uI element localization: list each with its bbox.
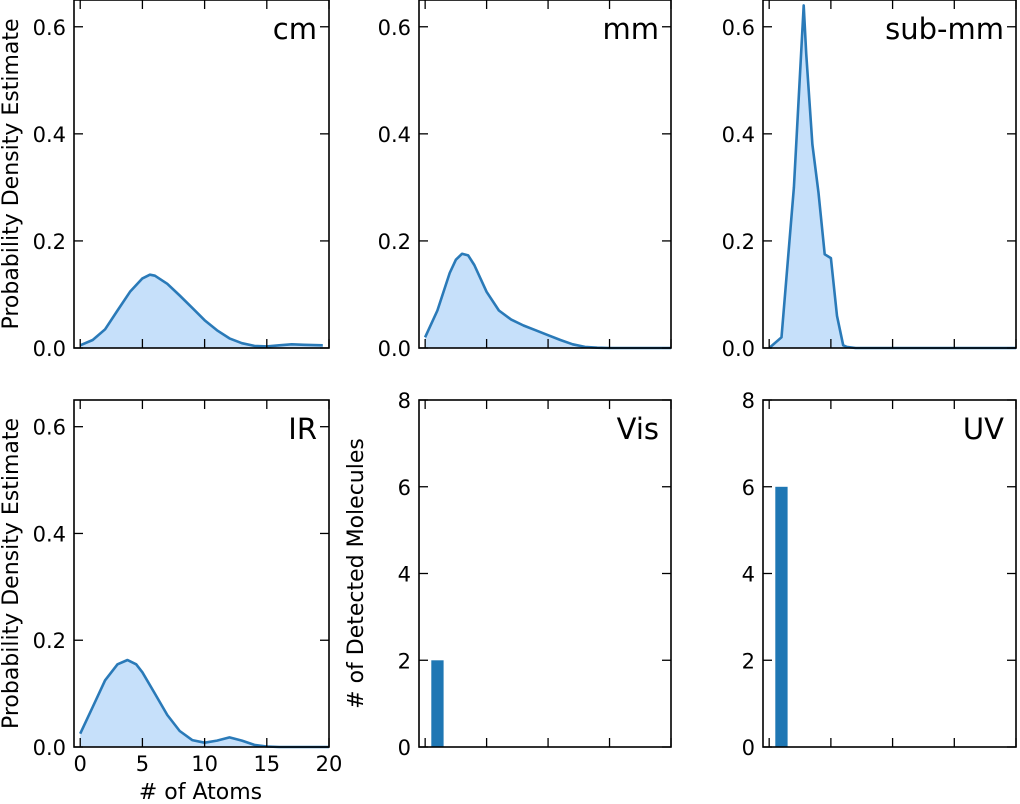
panel-title-sub-mm: sub-mm [885,12,1004,46]
axes-frame-UV [762,399,1017,748]
y-tick-label: 2 [742,649,755,673]
panel-IR: 0.0 0.2 0.4 0.6 0 5 10 15 20 IR Probability Densit… [0,399,343,804]
bar-Vis-0 [431,660,444,748]
y-tick-label: 0 [398,736,411,760]
y-tick-label: 0.0 [33,337,66,361]
y-tick-label: 2 [398,649,411,673]
x-tick-label: 10 [191,752,218,776]
panel-title-cm: cm [273,12,317,46]
y-tick-label: 0.2 [33,629,66,653]
y-tick-label: 8 [742,389,755,413]
y-tick-label: 4 [398,563,411,587]
y-tick-label: 6 [398,476,411,500]
y-tick-label: 0.2 [378,230,411,254]
axes-frame-IR [73,399,330,748]
x-axis-label-IR: # of Atoms [139,780,262,804]
y-tick-label: 6 [742,476,755,500]
density-line-cm [79,273,323,348]
panel-mm: 0.0 0.2 0.4 0.6 mm [378,0,672,361]
y-tick-label: 0.4 [722,123,755,147]
y-tick-label: 0.0 [722,337,755,361]
panel-cm: 0.0 0.2 0.4 0.6 cm Probability Density Estima… [0,0,330,361]
axes-frame-Vis [418,399,672,748]
y-tick-label: 0.2 [33,230,66,254]
density-area-mm [425,253,671,348]
x-tick-label: 5 [136,752,149,776]
x-tick-label: 15 [253,752,280,776]
y-tick-label: 4 [742,563,755,587]
axes-frame-cm [73,0,330,349]
y-tick-label: 0.6 [33,16,66,40]
y-tick-label: 0.0 [378,337,411,361]
panel-title-IR: IR [288,412,317,446]
y-tick-label: 0.0 [33,736,66,760]
y-tick-label: 8 [398,389,411,413]
y-tick-label: 0.4 [33,123,66,147]
axes-frame-sub-mm [762,0,1017,349]
y-tick-label: 0 [742,736,755,760]
y-tick-label: 0.4 [33,522,66,546]
y-tick-label: 0.6 [33,416,66,440]
density-area-IR [80,660,329,747]
x-tick-label: 20 [316,752,343,776]
panel-title-UV: UV [963,412,1004,446]
panel-Vis: 0 2 4 6 8 Vis # of Detected Molecules [344,389,672,760]
x-tick-label: 0 [74,752,87,776]
y-tick-label: 0.2 [722,230,755,254]
density-area-cm [80,274,323,348]
panel-title-mm: mm [603,12,660,46]
y-axis-label-Vis: # of Detected Molecules [344,438,369,709]
y-axis-label-cm: Probability Density Estimate [0,18,24,329]
y-tick-label: 0.4 [378,123,411,147]
axes-frame-mm [418,0,672,349]
y-axis-label-IR: Probability Density Estimate [0,418,24,729]
panel-title-Vis: Vis [617,412,659,446]
y-tick-label: 0.6 [378,16,411,40]
y-tick-label: 0.6 [722,16,755,40]
bar-UV-0 [775,486,788,748]
panel-sub-mm: 0.0 0.2 0.4 0.6 sub-mm [722,0,1017,361]
panel-UV: 0 2 4 6 8 UV [742,389,1017,760]
